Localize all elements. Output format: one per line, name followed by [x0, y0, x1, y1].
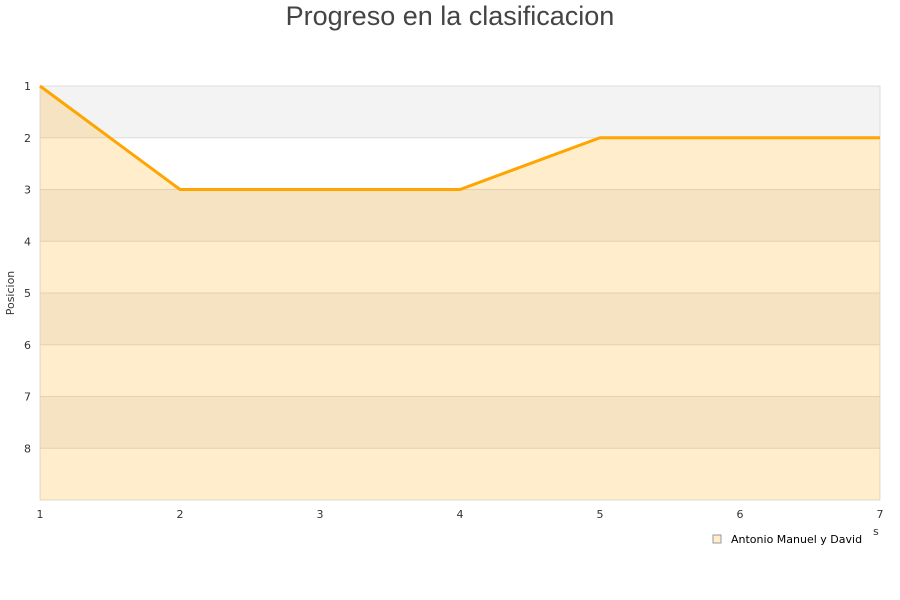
grid-band [40, 189, 880, 242]
x-tick-label: 1 [37, 508, 44, 521]
y-tick-label: 6 [24, 339, 31, 352]
x-tick-label: 6 [737, 508, 744, 521]
grid-band [40, 137, 880, 190]
y-tick-label: 4 [24, 235, 31, 248]
y-tick-label: 8 [24, 442, 31, 455]
y-tick-label: 2 [24, 132, 31, 145]
series-line [39, 84, 880, 191]
y-axis-label: Posicion [4, 271, 17, 316]
grid-band [40, 86, 880, 138]
y-tick-label: 1 [24, 80, 31, 93]
grid-band [40, 241, 880, 293]
grid-band [40, 396, 880, 449]
x-tick-label: 7 [877, 508, 884, 521]
x-tick-label: 2 [177, 508, 184, 521]
y-tick-label: 5 [24, 287, 31, 300]
y-tick-label: 7 [24, 391, 31, 404]
x-tick-label: 4 [457, 508, 464, 521]
x-axis-label-fragment: s [873, 525, 879, 538]
chart-title: Progreso en la clasificacion [286, 1, 615, 31]
legend: Antonio Manuel y David [712, 533, 862, 546]
y-tick-label: 3 [24, 184, 31, 197]
grid-band [40, 293, 880, 345]
x-tick-label: 3 [317, 508, 324, 521]
plot-border [39, 85, 881, 501]
grid-band [40, 344, 880, 397]
legend-swatch [712, 534, 722, 544]
x-tick-label: 5 [597, 508, 604, 521]
grid-band [40, 448, 880, 500]
legend-label: Antonio Manuel y David [731, 533, 862, 546]
